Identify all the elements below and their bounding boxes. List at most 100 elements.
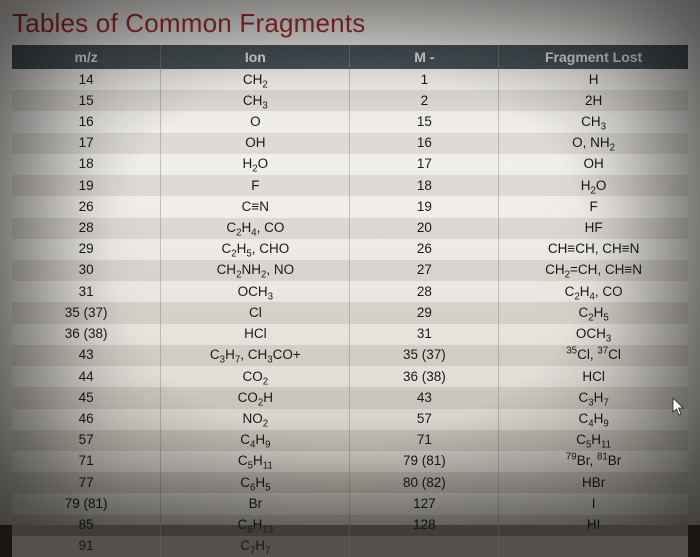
- cell-lost: O, NH2: [499, 133, 688, 154]
- cell-lost: C4H9: [499, 409, 688, 430]
- cell-lost: C3H7: [499, 387, 688, 408]
- col-m: M -: [350, 45, 499, 69]
- cell-mz: 30: [12, 260, 161, 281]
- cell-m: 15: [350, 111, 499, 132]
- cell-lost: C5H11: [499, 430, 688, 451]
- cell-m: 17: [350, 154, 499, 175]
- cell-ion: C3H7, CH3CO+: [161, 345, 350, 366]
- table-row: 79 (81)Br127I: [12, 493, 688, 514]
- cell-ion: O: [161, 111, 350, 132]
- table-row: 28C2H4, CO20HF: [12, 218, 688, 239]
- cell-lost: HBr: [499, 472, 688, 493]
- cell-m: [350, 536, 499, 557]
- cell-ion: NO2: [161, 409, 350, 430]
- slide-screen: Tables of Common Fragments m/z Ion M - F…: [0, 0, 700, 525]
- col-ion: Ion: [161, 45, 350, 69]
- cell-ion: C2H4, CO: [161, 218, 350, 239]
- cell-ion: CH3: [161, 90, 350, 111]
- cell-ion: C≡N: [161, 196, 350, 217]
- cell-m: 18: [350, 175, 499, 196]
- cell-mz: 79 (81): [12, 493, 161, 514]
- table-row: 35 (37)Cl29C2H5: [12, 302, 688, 323]
- cell-mz: 71: [12, 451, 161, 472]
- cell-mz: 16: [12, 111, 161, 132]
- cell-ion: C5H11: [161, 451, 350, 472]
- cell-mz: 26: [12, 196, 161, 217]
- cell-m: 43: [350, 387, 499, 408]
- cell-mz: 14: [12, 69, 161, 90]
- cell-lost: CH2=CH, CH≡N: [499, 260, 688, 281]
- cell-mz: 43: [12, 345, 161, 366]
- table-row: 46NO257C4H9: [12, 409, 688, 430]
- cell-m: 79 (81): [350, 451, 499, 472]
- cell-m: 28: [350, 281, 499, 302]
- table-row: 77C6H580 (82)HBr: [12, 472, 688, 493]
- cell-m: 36 (38): [350, 366, 499, 387]
- page-title: Tables of Common Fragments: [12, 8, 688, 39]
- cell-lost: H2O: [499, 175, 688, 196]
- fragments-table: m/z Ion M - Fragment Lost 14CH21H15CH322…: [12, 45, 688, 557]
- table-row: 18H2O17OH: [12, 154, 688, 175]
- cell-lost: C2H5: [499, 302, 688, 323]
- cell-lost: F: [499, 196, 688, 217]
- cell-lost: HI: [499, 515, 688, 536]
- cell-mz: 31: [12, 281, 161, 302]
- cell-lost: 79Br, 81Br: [499, 451, 688, 472]
- cell-m: 128: [350, 515, 499, 536]
- cell-m: 80 (82): [350, 472, 499, 493]
- cell-m: 71: [350, 430, 499, 451]
- table-row: 26C≡N19F: [12, 196, 688, 217]
- cell-m: 19: [350, 196, 499, 217]
- cell-lost: C2H4, CO: [499, 281, 688, 302]
- cell-mz: 18: [12, 154, 161, 175]
- cell-lost: H: [499, 69, 688, 90]
- cell-mz: 35 (37): [12, 302, 161, 323]
- cell-ion: CH2: [161, 69, 350, 90]
- cell-lost: I: [499, 493, 688, 514]
- col-mz: m/z: [12, 45, 161, 69]
- cell-mz: 45: [12, 387, 161, 408]
- cell-lost: HF: [499, 218, 688, 239]
- cell-ion: Cl: [161, 302, 350, 323]
- cell-ion: HCl: [161, 324, 350, 345]
- cell-lost: OH: [499, 154, 688, 175]
- cell-m: 2: [350, 90, 499, 111]
- cell-mz: 46: [12, 409, 161, 430]
- table-body: 14CH21H15CH322H16O15CH317OH16O, NH218H2O…: [12, 69, 688, 557]
- cell-lost: HCl: [499, 366, 688, 387]
- cell-m: 57: [350, 409, 499, 430]
- cell-mz: 44: [12, 366, 161, 387]
- cell-lost: 2H: [499, 90, 688, 111]
- cell-ion: C4H9: [161, 430, 350, 451]
- cell-mz: 91: [12, 536, 161, 557]
- table-row: 44CO236 (38)HCl: [12, 366, 688, 387]
- cell-ion: OCH3: [161, 281, 350, 302]
- table-row: 29C2H5, CHO26CH≡CH, CH≡N: [12, 239, 688, 260]
- cell-ion: H2O: [161, 154, 350, 175]
- cell-mz: 17: [12, 133, 161, 154]
- cell-ion: Br: [161, 493, 350, 514]
- table-row: 36 (38)HCl31OCH3: [12, 324, 688, 345]
- table-header-row: m/z Ion M - Fragment Lost: [12, 45, 688, 69]
- table-row: 31OCH328C2H4, CO: [12, 281, 688, 302]
- col-lost: Fragment Lost: [499, 45, 688, 69]
- cell-ion: C6H5: [161, 472, 350, 493]
- cell-m: 29: [350, 302, 499, 323]
- cell-mz: 19: [12, 175, 161, 196]
- cell-m: 16: [350, 133, 499, 154]
- cell-mz: 29: [12, 239, 161, 260]
- table-row: 91C7H7: [12, 536, 688, 557]
- cell-ion: C6H13: [161, 515, 350, 536]
- cell-m: 26: [350, 239, 499, 260]
- cell-m: 27: [350, 260, 499, 281]
- cell-ion: C2H5, CHO: [161, 239, 350, 260]
- cell-lost: CH3: [499, 111, 688, 132]
- table-row: 85C6H13128HI: [12, 515, 688, 536]
- cell-m: 20: [350, 218, 499, 239]
- table-row: 45CO2H43C3H7: [12, 387, 688, 408]
- cell-mz: 77: [12, 472, 161, 493]
- cell-m: 35 (37): [350, 345, 499, 366]
- cell-ion: OH: [161, 133, 350, 154]
- cell-lost: [499, 536, 688, 557]
- cell-ion: CH2NH2, NO: [161, 260, 350, 281]
